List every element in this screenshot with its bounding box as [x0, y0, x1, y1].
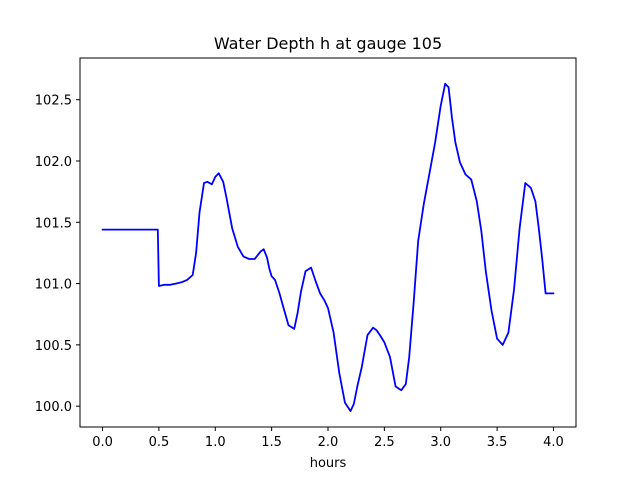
x-tick-label: 1.0 — [205, 435, 226, 450]
y-tick-label: 101.5 — [35, 216, 72, 231]
y-tick-label: 102.5 — [35, 94, 72, 109]
y-tick-label: 102.0 — [35, 155, 72, 170]
x-axis: 0.0 0.5 1.0 1.5 2.0 2.5 3.0 3.5 4.0 — [92, 427, 564, 450]
x-tick-label: 2.5 — [374, 435, 395, 450]
x-tick-label: 0.5 — [149, 435, 170, 450]
chart-title: Water Depth h at gauge 105 — [214, 34, 442, 53]
y-tick-label: 101.0 — [35, 278, 72, 293]
x-tick-label: 2.0 — [318, 435, 339, 450]
x-tick-label: 4.0 — [543, 435, 564, 450]
x-tick-label: 1.5 — [261, 435, 282, 450]
x-tick-label: 3.5 — [487, 435, 508, 450]
y-axis: 100.0 100.5 101.0 101.5 102.0 102.5 — [35, 94, 80, 415]
x-axis-label: hours — [310, 456, 347, 471]
x-tick-label: 3.0 — [430, 435, 451, 450]
x-tick-label: 0.0 — [92, 435, 113, 450]
y-tick-label: 100.0 — [35, 400, 72, 415]
y-tick-label: 100.5 — [35, 339, 72, 354]
series-line — [101, 82, 555, 413]
